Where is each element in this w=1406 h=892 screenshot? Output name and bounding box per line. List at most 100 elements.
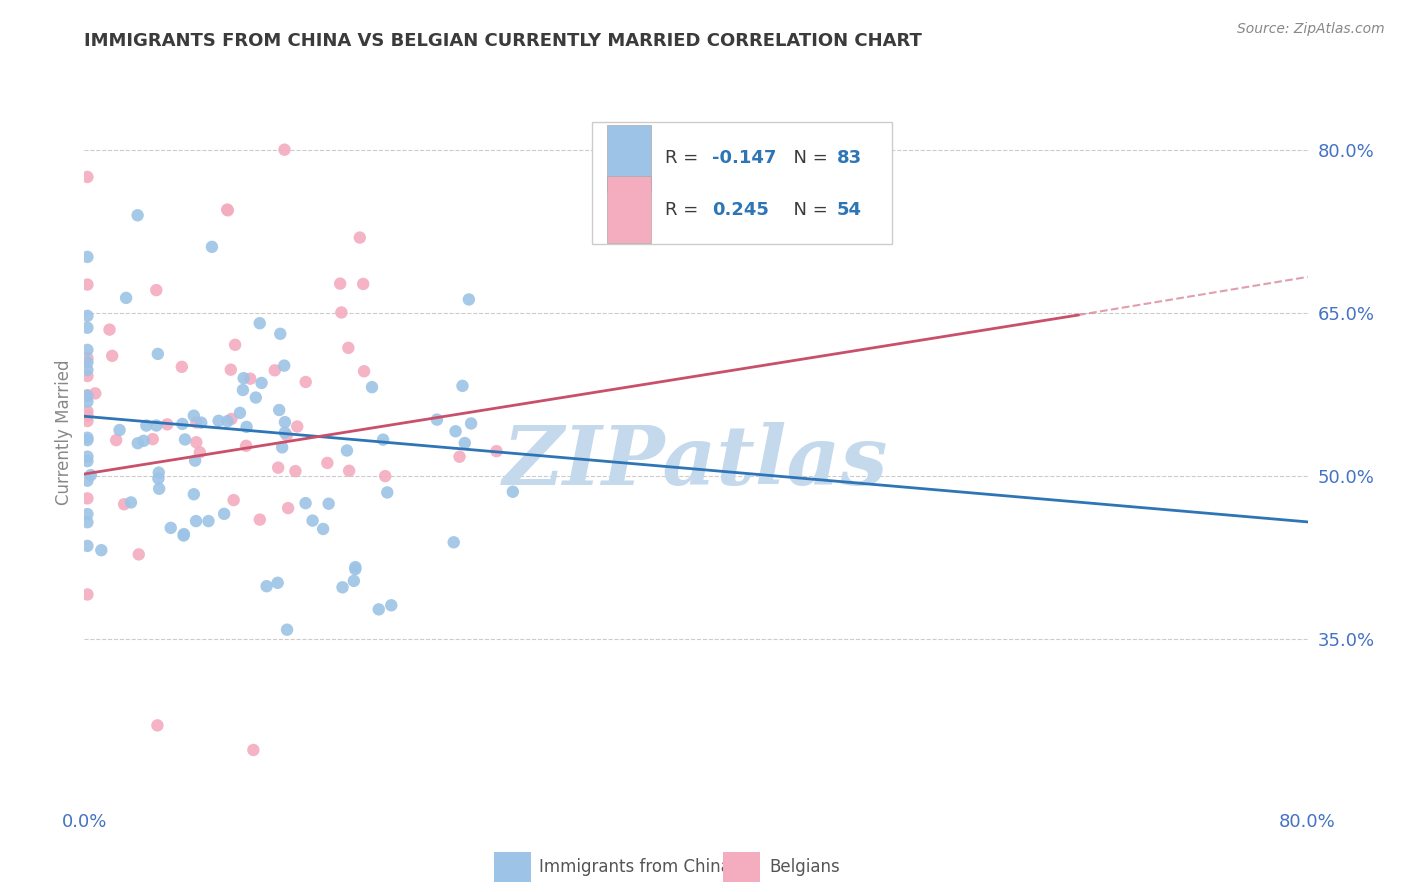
Text: 0.245: 0.245 xyxy=(711,201,769,219)
Point xyxy=(242,743,264,757)
Point xyxy=(186,435,208,450)
Point xyxy=(276,428,298,442)
Point xyxy=(146,347,169,361)
Point xyxy=(159,521,181,535)
Point xyxy=(156,417,179,432)
Point xyxy=(127,208,149,222)
Point xyxy=(120,495,142,509)
Point xyxy=(217,414,239,428)
Point xyxy=(269,326,291,341)
Point xyxy=(353,364,375,378)
Point xyxy=(186,416,208,430)
Point xyxy=(232,383,254,397)
Point xyxy=(132,434,155,448)
Point xyxy=(426,412,449,426)
Point xyxy=(142,432,165,446)
Point xyxy=(235,439,257,453)
Point xyxy=(294,496,316,510)
Point xyxy=(352,277,374,291)
Point xyxy=(76,351,98,365)
Point xyxy=(172,417,194,431)
Point xyxy=(76,474,98,488)
Text: Belgians: Belgians xyxy=(769,858,841,876)
Point xyxy=(76,343,98,357)
Point xyxy=(274,415,297,429)
Point xyxy=(115,291,138,305)
Point xyxy=(76,404,98,418)
Point xyxy=(444,424,467,438)
Point xyxy=(294,375,316,389)
Point xyxy=(371,433,394,447)
Point xyxy=(502,484,524,499)
Point xyxy=(277,501,299,516)
Point xyxy=(76,454,98,468)
Point xyxy=(145,283,167,297)
Point xyxy=(273,359,295,373)
Point xyxy=(105,433,128,447)
Point xyxy=(329,277,352,291)
Point xyxy=(301,514,323,528)
Point xyxy=(76,394,98,409)
Point xyxy=(108,423,131,437)
Point xyxy=(375,485,398,500)
Point xyxy=(274,425,297,440)
Point xyxy=(332,580,354,594)
Point xyxy=(229,406,252,420)
Point xyxy=(98,323,121,337)
FancyBboxPatch shape xyxy=(494,853,531,882)
Point xyxy=(245,391,267,405)
Point xyxy=(256,579,278,593)
Point xyxy=(239,372,262,386)
Point xyxy=(267,460,290,475)
Point xyxy=(76,363,98,377)
Point xyxy=(285,419,308,434)
Text: -0.147: -0.147 xyxy=(711,149,776,168)
Point xyxy=(343,574,366,588)
Point xyxy=(638,228,661,243)
Point xyxy=(190,416,212,430)
Point xyxy=(266,575,288,590)
Point xyxy=(183,409,205,423)
Point xyxy=(76,433,98,447)
Point xyxy=(76,414,98,428)
Point xyxy=(76,309,98,323)
FancyBboxPatch shape xyxy=(606,177,651,243)
Point xyxy=(76,389,98,403)
Point xyxy=(250,376,273,390)
Point xyxy=(201,240,224,254)
Point xyxy=(148,482,170,496)
Point xyxy=(84,386,107,401)
Point xyxy=(183,487,205,501)
Point xyxy=(76,491,98,506)
Point xyxy=(380,599,402,613)
Point xyxy=(207,414,229,428)
Point xyxy=(349,230,371,244)
Point xyxy=(337,341,360,355)
Point xyxy=(344,562,367,576)
Point xyxy=(235,420,257,434)
Point xyxy=(148,471,170,485)
Point xyxy=(148,466,170,480)
Text: Immigrants from China: Immigrants from China xyxy=(540,858,731,876)
Point xyxy=(284,464,307,478)
Point xyxy=(336,443,359,458)
Point xyxy=(76,250,98,264)
Point xyxy=(76,450,98,464)
Point xyxy=(76,507,98,521)
FancyBboxPatch shape xyxy=(606,125,651,192)
Point xyxy=(271,441,294,455)
Point xyxy=(170,359,193,374)
Point xyxy=(312,522,335,536)
Point xyxy=(146,718,169,732)
Point xyxy=(101,349,124,363)
Point xyxy=(222,493,245,508)
Point xyxy=(330,305,353,319)
Point xyxy=(184,453,207,467)
FancyBboxPatch shape xyxy=(723,853,759,882)
Point xyxy=(316,456,339,470)
Point xyxy=(90,543,112,558)
Point xyxy=(219,362,242,376)
Point xyxy=(318,497,340,511)
Point xyxy=(188,445,211,459)
Point xyxy=(269,403,291,417)
